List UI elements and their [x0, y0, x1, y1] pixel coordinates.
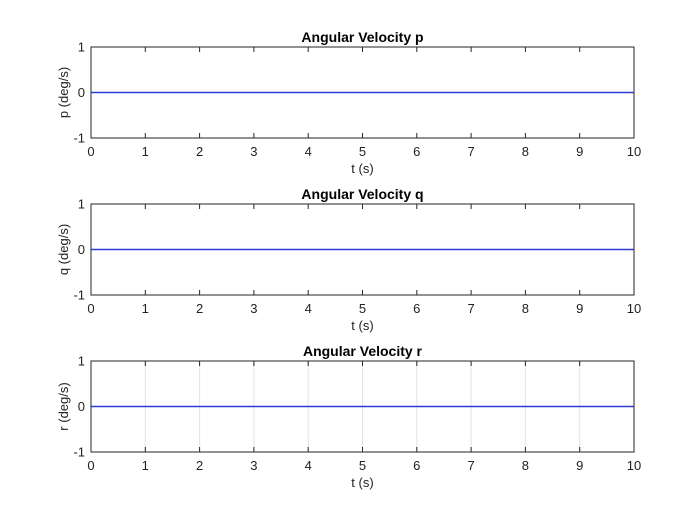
x-tick-label: 6 [413, 458, 420, 473]
x-tick-label: 7 [467, 301, 474, 316]
x-tick-label: 9 [576, 458, 583, 473]
y-axis-label: r (deg/s) [56, 382, 71, 430]
x-tick-label: 9 [576, 144, 583, 159]
y-tick-label: -1 [73, 131, 85, 146]
x-tick-label: 2 [196, 301, 203, 316]
x-tick-label: 2 [196, 458, 203, 473]
x-tick-label: 8 [522, 301, 529, 316]
y-tick-label: 0 [78, 85, 85, 100]
x-tick-label: 9 [576, 301, 583, 316]
x-tick-label: 10 [627, 301, 641, 316]
x-tick-label: 5 [359, 458, 366, 473]
chart-title: Angular Velocity p [301, 29, 423, 45]
x-tick-label: 4 [305, 301, 312, 316]
y-axis-label: q (deg/s) [56, 224, 71, 275]
y-tick-label: 1 [78, 354, 85, 369]
x-axis-label: t (s) [351, 318, 373, 333]
chart-title: Angular Velocity r [303, 343, 423, 359]
x-tick-label: 6 [413, 301, 420, 316]
y-tick-label: 1 [78, 197, 85, 212]
x-tick-label: 3 [250, 144, 257, 159]
x-tick-label: 0 [87, 144, 94, 159]
y-axis-label: p (deg/s) [56, 67, 71, 118]
x-tick-label: 8 [522, 144, 529, 159]
x-tick-label: 5 [359, 144, 366, 159]
x-tick-label: 8 [522, 458, 529, 473]
axes-box [90, 46, 635, 139]
x-axis-label: t (s) [351, 475, 373, 490]
axes-box [90, 360, 635, 453]
y-tick-label: -1 [73, 288, 85, 303]
x-axis-label: t (s) [351, 161, 373, 176]
x-tick-label: 0 [87, 301, 94, 316]
chart-title: Angular Velocity q [301, 186, 423, 202]
x-tick-label: 10 [627, 144, 641, 159]
x-tick-label: 4 [305, 144, 312, 159]
x-tick-label: 5 [359, 301, 366, 316]
x-tick-label: 1 [142, 144, 149, 159]
x-tick-label: 2 [196, 144, 203, 159]
y-tick-label: 0 [78, 242, 85, 257]
y-tick-label: 0 [78, 399, 85, 414]
x-tick-label: 3 [250, 301, 257, 316]
x-tick-label: 7 [467, 458, 474, 473]
y-tick-label: -1 [73, 445, 85, 460]
x-tick-label: 7 [467, 144, 474, 159]
x-tick-label: 1 [142, 458, 149, 473]
x-tick-label: 3 [250, 458, 257, 473]
x-tick-label: 10 [627, 458, 641, 473]
x-tick-label: 0 [87, 458, 94, 473]
x-tick-label: 1 [142, 301, 149, 316]
axes-box [90, 203, 635, 296]
x-tick-label: 4 [305, 458, 312, 473]
y-tick-label: 1 [78, 40, 85, 55]
x-tick-label: 6 [413, 144, 420, 159]
